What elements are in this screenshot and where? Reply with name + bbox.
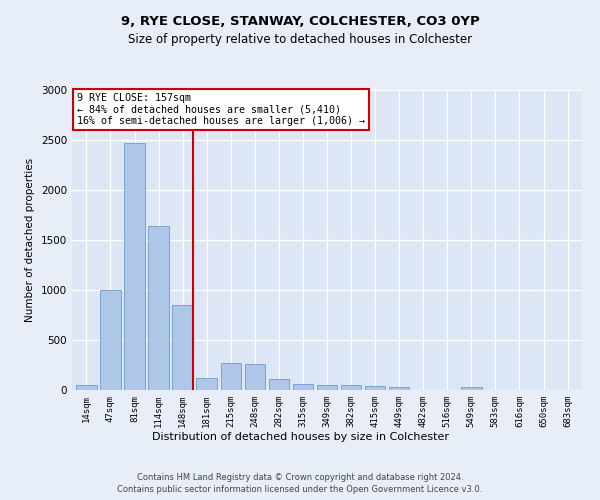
Text: Size of property relative to detached houses in Colchester: Size of property relative to detached ho…: [128, 32, 472, 46]
Bar: [461, 387, 482, 390]
Bar: [196, 378, 217, 390]
Y-axis label: Number of detached properties: Number of detached properties: [25, 158, 35, 322]
Bar: [221, 363, 241, 390]
Bar: [148, 226, 169, 390]
Bar: [245, 364, 265, 390]
Bar: [269, 379, 289, 390]
Bar: [317, 385, 337, 390]
Text: Distribution of detached houses by size in Colchester: Distribution of detached houses by size …: [151, 432, 449, 442]
Bar: [365, 386, 385, 390]
Text: 9 RYE CLOSE: 157sqm
← 84% of detached houses are smaller (5,410)
16% of semi-det: 9 RYE CLOSE: 157sqm ← 84% of detached ho…: [77, 93, 365, 126]
Bar: [100, 290, 121, 390]
Text: 9, RYE CLOSE, STANWAY, COLCHESTER, CO3 0YP: 9, RYE CLOSE, STANWAY, COLCHESTER, CO3 0…: [121, 15, 479, 28]
Bar: [341, 385, 361, 390]
Text: Contains HM Land Registry data © Crown copyright and database right 2024.: Contains HM Land Registry data © Crown c…: [137, 472, 463, 482]
Bar: [293, 384, 313, 390]
Bar: [389, 386, 409, 390]
Text: Contains public sector information licensed under the Open Government Licence v3: Contains public sector information licen…: [118, 485, 482, 494]
Bar: [172, 305, 193, 390]
Bar: [124, 143, 145, 390]
Bar: [76, 385, 97, 390]
